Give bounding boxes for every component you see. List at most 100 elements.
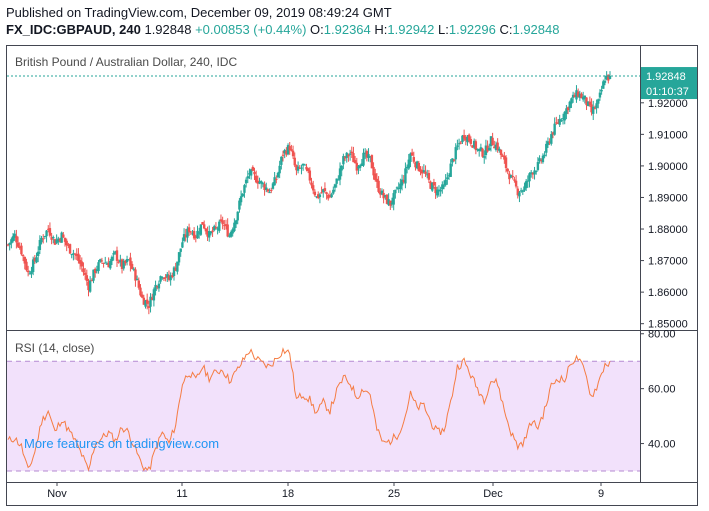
candle-body <box>256 180 260 184</box>
candle-body <box>35 257 38 263</box>
candle-body <box>219 219 223 222</box>
price-axis[interactable]: 1.85000 1.86000 1.87000 1.88000 1.89000 1.900… <box>640 98 688 331</box>
candle-body <box>431 182 434 191</box>
candle-body <box>192 231 196 239</box>
candle-body <box>238 200 241 210</box>
candle-body <box>399 183 402 190</box>
candle-body <box>328 196 332 198</box>
candle-body <box>407 159 410 169</box>
candle-body <box>281 154 285 156</box>
candle-body <box>457 143 461 145</box>
candle-body <box>456 145 459 147</box>
candle-body <box>197 232 201 234</box>
candle-body <box>342 156 345 165</box>
candle-body <box>357 166 360 169</box>
candle-body <box>152 289 156 301</box>
candle-body <box>25 261 28 271</box>
candle-body <box>385 194 389 204</box>
candle-body <box>410 152 414 156</box>
candle-body <box>535 170 538 173</box>
candle-body <box>590 104 593 113</box>
candle-body <box>546 141 550 145</box>
candle-body <box>253 171 256 175</box>
low-value: 1.92296 <box>448 22 496 37</box>
candle-body <box>224 224 228 226</box>
chart-frame <box>6 45 698 506</box>
candle-body <box>57 238 60 242</box>
candle-body <box>21 255 25 257</box>
watermark[interactable]: More features on tradingview.com <box>24 436 219 451</box>
candle-body <box>38 239 42 251</box>
candle-body <box>446 177 449 179</box>
candle-body <box>58 239 62 242</box>
symbol-label: FX_IDC:GBPAUD, 240 <box>6 22 141 37</box>
candle-body <box>87 281 90 291</box>
candle-body <box>265 187 268 190</box>
candle-body <box>405 166 409 169</box>
candle-body <box>164 276 167 279</box>
candle-body <box>315 196 318 198</box>
candle-body <box>167 275 171 280</box>
candle-body <box>18 246 21 248</box>
candle-body <box>301 163 305 166</box>
candle-body <box>461 135 464 143</box>
rsi-line[interactable] <box>7 347 611 472</box>
candle-body <box>501 155 504 157</box>
candle-body <box>533 170 536 175</box>
price-tick-label: 1.87000 <box>648 256 688 268</box>
candle-body <box>593 108 597 110</box>
price-tick-label: 1.92000 <box>648 98 688 110</box>
ohlc-legend: FX_IDC:GBPAUD, 240 1.92848 +0.00853 (+0.… <box>6 22 559 37</box>
candle-body <box>370 155 374 169</box>
candle-body <box>234 220 238 225</box>
candle-body <box>249 169 253 176</box>
time-axis[interactable]: Nov 11 18 25 Dec 9 <box>47 482 604 500</box>
candle-body <box>114 251 117 254</box>
open-label: O: <box>310 22 324 37</box>
candle-body <box>276 172 280 178</box>
rsi-axis[interactable]: 40.00 60.00 80.00 <box>640 329 676 451</box>
candle-body <box>402 180 405 182</box>
candle-body <box>26 270 30 273</box>
close-label: C: <box>499 22 513 37</box>
candle-body <box>30 271 33 274</box>
candle-body <box>119 259 122 263</box>
candle-body <box>10 239 13 244</box>
candle-body <box>595 103 598 109</box>
candle-body <box>442 185 446 187</box>
candle-body <box>145 299 149 304</box>
time-tick-label: Nov <box>47 488 67 500</box>
candle-body <box>157 283 161 289</box>
candle-body <box>171 275 174 277</box>
candle-body <box>439 189 442 192</box>
candle-body <box>360 163 364 166</box>
candle-body <box>303 164 307 166</box>
rsi-band <box>7 361 640 472</box>
candle-body <box>447 175 451 177</box>
time-tick-label: 18 <box>282 488 294 500</box>
candle-body <box>516 188 519 196</box>
candle-body <box>496 142 499 150</box>
candle-body <box>218 221 221 231</box>
candle-body <box>325 192 328 195</box>
candle-body <box>518 192 521 197</box>
candle-body <box>169 275 172 281</box>
candle-body <box>209 231 213 234</box>
candle-body <box>494 144 498 150</box>
candle-body <box>184 234 187 238</box>
candle-body <box>105 263 109 265</box>
candle-body <box>162 277 166 279</box>
candle-body <box>420 169 424 174</box>
candle-body <box>248 173 251 175</box>
candle-body <box>608 76 612 80</box>
candle-body <box>464 136 467 141</box>
candle-body <box>104 262 107 264</box>
candles[interactable] <box>6 71 612 315</box>
candle-body <box>63 237 67 242</box>
candle-body <box>350 151 353 154</box>
candle-body <box>82 268 85 273</box>
candle-body <box>320 192 323 194</box>
candle-body <box>541 155 545 163</box>
candle-body <box>358 165 362 168</box>
